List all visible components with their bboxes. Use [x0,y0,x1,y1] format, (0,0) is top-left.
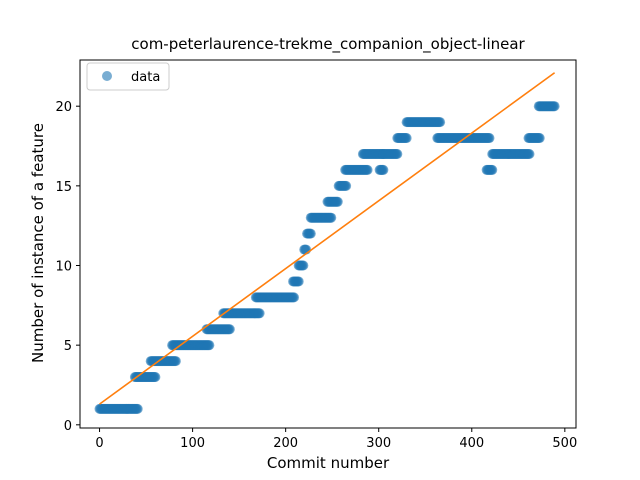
data-point [401,133,412,144]
x-tick-label: 100 [180,436,205,451]
fit-line [99,72,556,405]
y-tick-label: 0 [64,419,72,434]
y-tick-label: 15 [55,180,72,195]
x-axis-label: Commit number [267,454,390,472]
data-point [293,276,304,287]
y-axis-label: Number of instance of a feature [29,123,47,363]
x-tick-label: 400 [459,436,484,451]
data-point [435,117,446,128]
data-point [484,133,495,144]
data-point [298,260,309,271]
data-point [534,133,545,144]
axes-frame [79,59,577,429]
data-point [487,164,498,175]
data-point [289,292,300,303]
data-point [549,101,560,112]
data-point [392,148,403,159]
data-point [341,180,352,191]
legend-marker [102,71,112,81]
data-point [204,340,215,351]
x-tick-label: 300 [366,436,391,451]
x-tick-label: 0 [95,436,103,451]
data-point [524,148,535,159]
x-tick-label: 200 [273,436,298,451]
chart-title: com-peterlaurence-trekme_companion_objec… [131,35,525,54]
data-point [305,228,316,239]
y-tick-label: 5 [64,339,72,354]
y-tick-label: 10 [55,260,72,275]
legend-box [86,62,170,91]
y-axis: 0 5 10 15 20 [55,100,80,434]
data-point [224,324,235,335]
data-point [170,356,181,367]
y-tick-label: 20 [55,100,72,115]
data-point [326,212,337,223]
plot-area [79,59,577,429]
data-point [150,372,161,383]
data-point [254,308,265,319]
data-point [378,164,389,175]
x-tick-label: 500 [552,436,577,451]
data-point [132,403,143,414]
x-axis: 0 100 200 300 400 500 [95,428,577,451]
legend: data [86,62,170,91]
data-point [332,196,343,207]
data-point [362,164,373,175]
legend-entry-data: data [131,70,160,85]
